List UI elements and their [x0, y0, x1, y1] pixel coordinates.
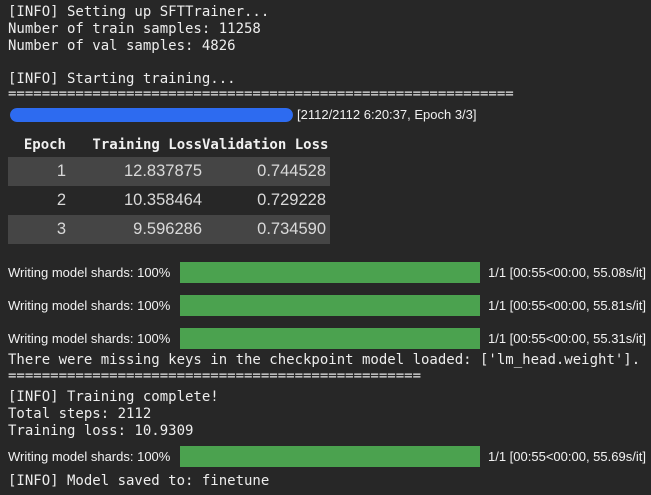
shard-progress-bar — [180, 262, 480, 283]
metrics-table: Epoch Training Loss Validation Loss 1 12… — [8, 132, 330, 244]
cell-validation-loss: 0.744528 — [257, 162, 326, 180]
cell-training-loss: 12.837875 — [124, 162, 202, 180]
cell-epoch: 3 — [56, 220, 66, 238]
shard-progress-row: Writing model shards: 100% 1/1 [00:55<00… — [0, 328, 651, 350]
shard-progress-label: Writing model shards: 100% — [8, 298, 171, 313]
table-row: 1 12.837875 0.744528 — [8, 157, 330, 186]
shard-progress-row: Writing model shards: 100% 1/1 [00:55<00… — [0, 446, 651, 468]
header-training-loss: Training Loss — [92, 136, 202, 153]
divider-line-top: ========================================… — [8, 86, 514, 102]
shard-progress-label: Writing model shards: 100% — [8, 449, 171, 464]
shard-progress-fill — [180, 446, 480, 467]
epoch-progress-bar — [10, 108, 293, 122]
shard-progress-status: 1/1 [00:55<00:00, 55.08s/it] — [488, 265, 646, 280]
divider-line-bottom: ========================================… — [8, 368, 422, 384]
shard-progress-status: 1/1 [00:55<00:00, 55.69s/it] — [488, 449, 646, 464]
cell-epoch: 1 — [56, 162, 66, 180]
shard-progress-row: Writing model shards: 100% 1/1 [00:55<00… — [0, 262, 651, 284]
header-epoch: Epoch — [23, 136, 66, 153]
header-validation-loss: Validation Loss — [202, 136, 329, 153]
shard-progress-label: Writing model shards: 100% — [8, 331, 171, 346]
log-train-samples: Number of train samples: 11258 — [8, 21, 261, 37]
table-row: 2 10.358464 0.729228 — [8, 186, 330, 215]
shard-progress-bar — [180, 446, 480, 467]
epoch-progress-status: [2112/2112 6:20:37, Epoch 3/3] — [297, 107, 477, 122]
cell-validation-loss: 0.734590 — [257, 220, 326, 238]
log-val-samples: Number of val samples: 4826 — [8, 38, 236, 54]
log-checkpoint-warning: There were missing keys in the checkpoin… — [8, 352, 641, 368]
log-training-loss: Training loss: 10.9309 — [8, 423, 194, 439]
shard-progress-fill — [180, 295, 480, 316]
cell-training-loss: 9.596286 — [133, 220, 202, 238]
shard-progress-status: 1/1 [00:55<00:00, 55.81s/it] — [488, 298, 646, 313]
log-training-complete: [INFO] Training complete! — [8, 389, 219, 405]
cell-validation-loss: 0.729228 — [257, 191, 326, 209]
shard-progress-fill — [180, 328, 480, 349]
shard-progress-status: 1/1 [00:55<00:00, 55.31s/it] — [488, 331, 646, 346]
shard-progress-bar — [180, 328, 480, 349]
table-row: 3 9.596286 0.734590 — [8, 215, 330, 244]
shard-progress-row: Writing model shards: 100% 1/1 [00:55<00… — [0, 295, 651, 317]
metrics-table-header: Epoch Training Loss Validation Loss — [8, 132, 330, 157]
log-setup-trainer: [INFO] Setting up SFTTrainer... — [8, 4, 270, 20]
cell-epoch: 2 — [56, 191, 66, 209]
cell-training-loss: 10.358464 — [124, 191, 202, 209]
log-model-saved: [INFO] Model saved to: finetune — [8, 473, 270, 489]
shard-progress-label: Writing model shards: 100% — [8, 265, 171, 280]
log-total-steps: Total steps: 2112 — [8, 406, 152, 422]
log-start-training: [INFO] Starting training... — [8, 71, 236, 87]
shard-progress-fill — [180, 262, 480, 283]
epoch-progress-fill — [10, 108, 293, 122]
shard-progress-bar — [180, 295, 480, 316]
